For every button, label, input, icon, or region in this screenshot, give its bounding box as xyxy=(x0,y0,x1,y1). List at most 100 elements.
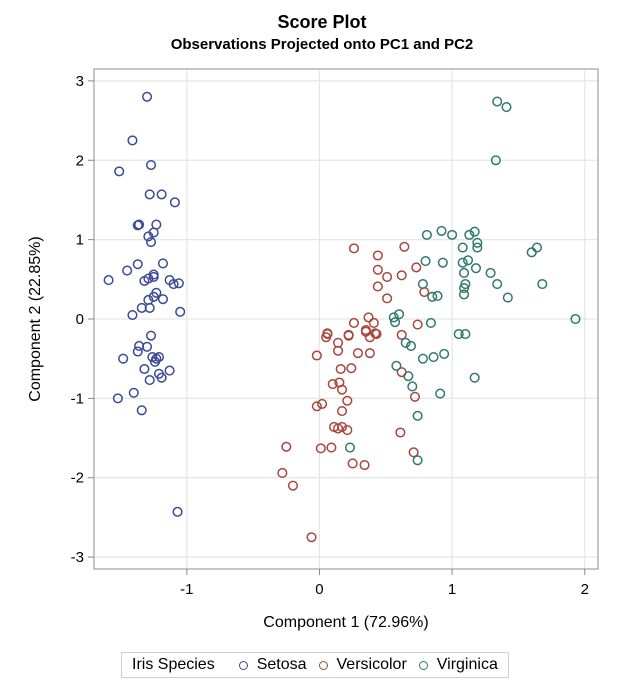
data-point-virginica xyxy=(453,329,464,340)
data-point-setosa xyxy=(145,236,157,248)
legend-item-virginica: Virginica xyxy=(418,656,498,674)
data-point-versicolor xyxy=(336,406,348,417)
data-point-setosa xyxy=(134,219,145,230)
data-point-versicolor xyxy=(408,447,419,458)
grid-lines xyxy=(94,69,598,569)
data-point-setosa xyxy=(142,91,153,102)
data-point-versicolor xyxy=(315,443,326,454)
data-point-virginica xyxy=(469,226,480,237)
data-point-versicolor xyxy=(395,427,406,438)
data-point-versicolor xyxy=(277,467,288,479)
data-point-versicolor xyxy=(346,363,357,374)
data-point-virginica xyxy=(400,337,411,348)
data-point-versicolor xyxy=(342,425,353,436)
data-point-virginica xyxy=(458,289,470,300)
data-point-versicolor xyxy=(409,391,421,402)
data-point-virginica xyxy=(447,229,458,240)
data-point-virginica xyxy=(412,410,423,421)
data-point-virginica xyxy=(417,353,428,364)
data-point-virginica xyxy=(537,279,548,290)
data-point-versicolor xyxy=(371,329,382,340)
data-point-versicolor xyxy=(335,363,346,375)
data-point-setosa xyxy=(172,506,183,517)
data-point-versicolor xyxy=(347,458,358,469)
data-point-setosa xyxy=(145,159,157,171)
data-point-virginica xyxy=(417,279,428,290)
data-point-versicolor xyxy=(363,312,374,323)
data-point-virginica xyxy=(469,372,480,383)
data-point-versicolor xyxy=(311,350,322,361)
data-point-versicolor xyxy=(348,317,360,329)
x-tick-label: 2 xyxy=(581,581,589,598)
data-point-versicolor xyxy=(364,348,375,359)
data-point-setosa xyxy=(122,265,133,276)
data-point-versicolor xyxy=(411,262,422,273)
data-point-virginica xyxy=(464,229,475,240)
data-point-setosa xyxy=(103,275,114,286)
y-tick-label: -2 xyxy=(71,470,84,487)
data-point-setosa xyxy=(128,387,139,398)
data-point-setosa xyxy=(139,363,150,375)
data-point-versicolor xyxy=(332,345,344,356)
versicolor-marker-icon xyxy=(318,660,328,670)
data-point-virginica xyxy=(420,256,431,267)
data-point-virginica xyxy=(492,279,503,290)
legend: Iris Species Setosa Versicolor Virginica xyxy=(121,652,509,678)
data-point-virginica xyxy=(425,317,436,329)
data-point-setosa xyxy=(173,278,184,289)
data-point-setosa xyxy=(127,135,138,146)
data-point-setosa xyxy=(148,291,159,302)
data-point-versicolor xyxy=(326,442,337,453)
data-point-virginica xyxy=(526,247,537,258)
data-point-versicolor xyxy=(372,281,383,292)
data-point-versicolor xyxy=(396,270,407,281)
data-point-versicolor xyxy=(382,271,393,282)
data-point-setosa xyxy=(148,269,159,280)
data-point-virginica xyxy=(436,225,447,236)
y-tick-label: -1 xyxy=(71,390,84,407)
legend-label: Setosa xyxy=(256,656,307,673)
data-point-virginica xyxy=(403,371,414,382)
data-point-virginica xyxy=(490,155,501,166)
data-point-virginica xyxy=(421,229,432,240)
data-point-versicolor xyxy=(352,348,363,359)
y-tick-label: 0 xyxy=(76,311,84,328)
chart-title: Score Plot xyxy=(277,12,367,32)
series-virginica xyxy=(344,96,581,466)
score-plot: -1 0 1 2 -3 -2 -1 0 1 2 3 Component 1 (72.96%) Co… xyxy=(27,68,599,631)
data-point-setosa xyxy=(149,356,161,367)
data-point-virginica xyxy=(492,96,503,107)
data-point-setosa xyxy=(168,279,179,290)
data-point-versicolor xyxy=(287,480,298,491)
data-point-virginica xyxy=(485,267,496,279)
x-axis-label: Component 1 (72.96%) xyxy=(263,614,428,631)
y-tick-label: 2 xyxy=(76,152,84,169)
data-point-setosa xyxy=(143,231,154,242)
data-point-virginica xyxy=(460,329,471,340)
data-point-versicolor xyxy=(343,329,354,340)
series-versicolor xyxy=(277,241,430,543)
data-point-virginica xyxy=(439,348,450,359)
legend-label: Virginica xyxy=(436,656,498,673)
data-point-virginica xyxy=(458,282,470,294)
data-point-setosa xyxy=(136,405,147,416)
legend-item-versicolor: Versicolor xyxy=(318,656,407,674)
y-tick-label: -3 xyxy=(71,549,84,566)
data-point-versicolor xyxy=(412,319,423,330)
x-tick-label: 1 xyxy=(448,581,456,598)
data-point-versicolor xyxy=(332,423,344,434)
data-point-versicolor xyxy=(372,250,383,261)
data-point-versicolor xyxy=(348,243,360,254)
data-point-setosa xyxy=(118,353,129,364)
data-point-versicolor xyxy=(396,329,407,340)
data-points xyxy=(103,91,581,543)
data-point-virginica xyxy=(435,388,446,399)
data-point-virginica xyxy=(391,360,402,371)
y-axis: -3 -2 -1 0 1 2 3 xyxy=(71,73,94,566)
chart-subtitle: Observations Projected onto PC1 and PC2 xyxy=(170,36,474,53)
data-point-virginica xyxy=(457,257,468,268)
data-point-setosa xyxy=(144,189,155,200)
data-point-virginica xyxy=(390,317,401,328)
data-point-versicolor xyxy=(317,398,328,409)
data-point-virginica xyxy=(472,242,483,253)
